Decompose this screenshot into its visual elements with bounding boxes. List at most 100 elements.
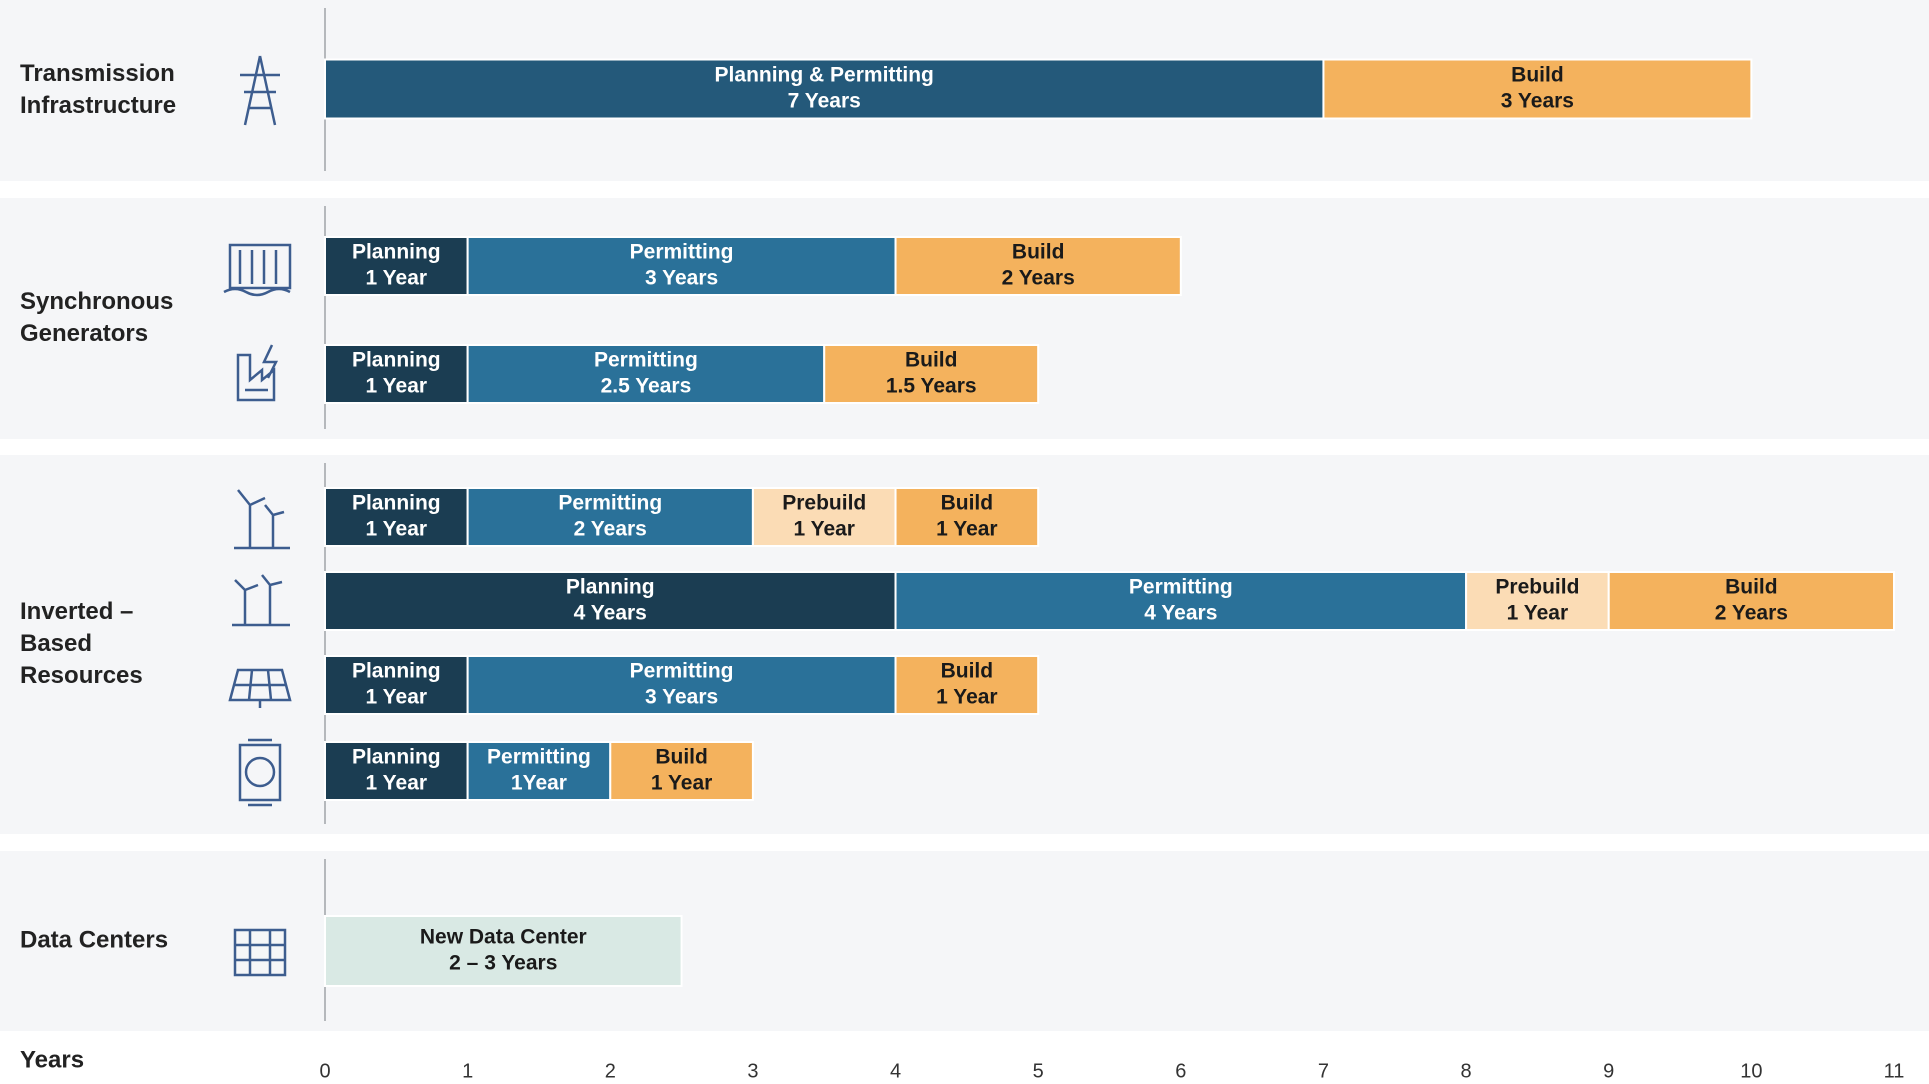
segment	[823, 344, 1040, 404]
segment	[324, 571, 897, 631]
segment	[466, 655, 897, 715]
segment-duration: 1 Year	[366, 375, 428, 398]
segment	[324, 655, 469, 715]
tower-icon	[240, 55, 280, 126]
segment-name: Planning	[352, 492, 441, 515]
segment-name: Planning	[352, 660, 441, 683]
segment-name: New Data Center	[420, 926, 587, 949]
x-tick-label: 5	[1033, 1060, 1044, 1082]
x-tick-label: 1	[462, 1060, 473, 1082]
x-tick-label: 9	[1603, 1060, 1614, 1082]
segment-duration: 1 Year	[936, 686, 998, 709]
segment-duration: 1.5 Years	[886, 375, 977, 398]
segment-name: Planning	[352, 746, 441, 769]
segment	[1322, 58, 1753, 120]
segment	[894, 655, 1040, 715]
segment-duration: 3 Years	[645, 686, 718, 709]
bands	[0, 0, 1929, 1031]
segment-duration: 2 – 3 Years	[449, 952, 557, 975]
segment	[324, 741, 469, 801]
segment-duration: 3 Years	[645, 267, 718, 290]
segment-name: Permitting	[594, 349, 698, 372]
segment	[466, 236, 897, 296]
group-label: Inverted –	[20, 598, 133, 625]
segment-name: Planning & Permitting	[715, 64, 934, 87]
segment	[324, 344, 469, 404]
segment	[466, 344, 826, 404]
x-tick-label: 7	[1318, 1060, 1329, 1082]
segment-duration: 1 Year	[936, 518, 998, 541]
battery-icon-dial	[244, 756, 276, 788]
hybrid-icon	[232, 574, 290, 627]
x-tick-label: 11	[1884, 1060, 1905, 1082]
segment-duration: 1Year	[511, 772, 567, 795]
segment-duration: 1 Year	[366, 267, 428, 290]
x-tick-label: 6	[1175, 1060, 1186, 1082]
segment-name: Planning	[352, 349, 441, 372]
x-tick-label: 4	[890, 1060, 901, 1082]
segment-name: Permitting	[1129, 576, 1233, 599]
group-label: Data Centers	[20, 926, 168, 953]
segment-duration: 4 Years	[574, 602, 647, 625]
segment	[1465, 571, 1610, 631]
segment-duration: 1 Year	[1507, 602, 1569, 625]
x-tick-label: 3	[747, 1060, 758, 1082]
group-label: Synchronous	[20, 288, 173, 315]
group-label: Transmission	[20, 60, 175, 87]
segment-duration: 1 Year	[366, 772, 428, 795]
segment	[324, 915, 683, 987]
segment	[324, 58, 1325, 120]
segment	[751, 487, 897, 547]
segment	[609, 741, 754, 801]
segment-duration: 2 Years	[1715, 602, 1788, 625]
x-tick-label: 10	[1740, 1060, 1762, 1082]
segment-name: Planning	[566, 576, 655, 599]
segment-duration: 7 Years	[788, 90, 861, 113]
group-band	[0, 851, 1929, 1031]
x-tick-label: 8	[1461, 1060, 1472, 1082]
segment-name: Permitting	[630, 660, 734, 683]
segment-duration: 1 Year	[366, 518, 428, 541]
wind-icon	[234, 489, 290, 550]
x-tick-label: 2	[605, 1060, 616, 1082]
server-icon	[233, 928, 287, 977]
segment	[894, 571, 1468, 631]
x-axis-label: Years	[20, 1046, 84, 1073]
segment-name: Build	[905, 349, 958, 372]
group-label: Based	[20, 630, 92, 657]
segment-duration: 2.5 Years	[601, 375, 692, 398]
hydro-icon	[223, 243, 292, 297]
segment-name: Build	[1725, 576, 1778, 599]
battery-icon	[238, 738, 282, 807]
x-tick-label: 0	[319, 1060, 330, 1082]
segment-name: Permitting	[558, 492, 662, 515]
segment-duration: 2 Years	[574, 518, 647, 541]
segment-name: Build	[1012, 241, 1065, 264]
solar-icon	[228, 668, 292, 708]
segment	[1607, 571, 1896, 631]
segment-name: Build	[941, 492, 994, 515]
group-label: Generators	[20, 320, 148, 347]
icons	[223, 55, 292, 977]
group-label: Infrastructure	[20, 92, 176, 119]
segment-name: Build	[655, 746, 708, 769]
segment	[466, 741, 612, 801]
segment-duration: 1 Year	[366, 686, 428, 709]
plant-icon	[236, 344, 279, 402]
segment-duration: 4 Years	[1144, 602, 1217, 625]
segment-name: Build	[941, 660, 994, 683]
segment-name: Permitting	[630, 241, 734, 264]
segment-duration: 3 Years	[1501, 90, 1574, 113]
segment-name: Build	[1511, 64, 1564, 87]
group-label: Resources	[20, 662, 143, 689]
segment	[894, 236, 1182, 296]
segment-duration: 1 Year	[793, 518, 855, 541]
segment-duration: 1 Year	[651, 772, 713, 795]
segment-name: Prebuild	[1495, 576, 1579, 599]
segment-name: Planning	[352, 241, 441, 264]
segment	[894, 487, 1040, 547]
segment-name: Prebuild	[782, 492, 866, 515]
segment	[324, 236, 469, 296]
segment-duration: 2 Years	[1002, 267, 1075, 290]
